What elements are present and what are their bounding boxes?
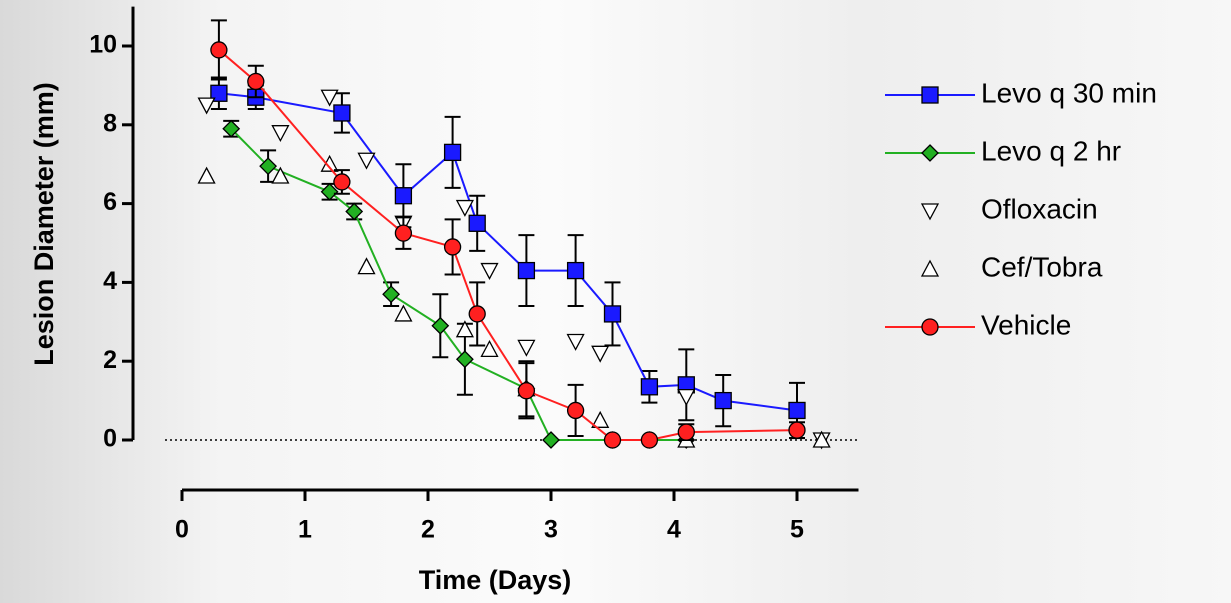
legend-marker xyxy=(922,204,938,219)
data-point xyxy=(445,144,461,160)
data-point xyxy=(457,201,473,216)
data-point xyxy=(395,306,411,321)
y-axis-title: Lesion Diameter (mm) xyxy=(29,82,59,366)
x-axis-title: Time (Days) xyxy=(419,565,572,595)
data-point xyxy=(359,259,375,274)
y-tick-label: 10 xyxy=(89,31,117,59)
data-point xyxy=(272,126,288,141)
data-point xyxy=(383,286,399,302)
data-point xyxy=(322,90,338,105)
data-point xyxy=(518,383,534,399)
data-point xyxy=(678,424,694,440)
legend-label: Vehicle xyxy=(981,309,1071,340)
legend-label: Levo q 2 hr xyxy=(981,135,1121,166)
series xyxy=(199,90,830,448)
legend-marker xyxy=(922,319,938,335)
x-tick-label: 4 xyxy=(667,516,681,544)
series-line xyxy=(219,50,797,440)
data-point xyxy=(272,168,288,183)
data-point xyxy=(334,174,350,190)
y-tick-label: 2 xyxy=(103,346,117,374)
data-point xyxy=(518,263,534,279)
data-point xyxy=(592,346,608,361)
legend-label: Cef/Tobra xyxy=(981,251,1103,282)
data-point xyxy=(199,168,215,183)
x-tick-label: 1 xyxy=(298,516,312,544)
data-point xyxy=(199,98,215,113)
data-point xyxy=(789,402,805,418)
series-line xyxy=(231,129,686,440)
data-point xyxy=(395,188,411,204)
data-point xyxy=(678,390,694,405)
data-point xyxy=(568,402,584,418)
data-point xyxy=(789,422,805,438)
data-point xyxy=(469,306,485,322)
series xyxy=(199,156,830,447)
data-point xyxy=(568,263,584,279)
legend-marker xyxy=(922,87,938,103)
data-point xyxy=(457,351,473,367)
legend-label: Ofloxacin xyxy=(981,193,1098,224)
y-tick-label: 6 xyxy=(103,188,117,216)
x-tick-label: 3 xyxy=(544,516,558,544)
data-point xyxy=(469,215,485,231)
y-tick-label: 8 xyxy=(103,109,117,137)
legend-marker xyxy=(922,261,938,276)
x-tick-label: 2 xyxy=(421,516,435,544)
data-point xyxy=(395,225,411,241)
data-point xyxy=(641,432,657,448)
data-point xyxy=(432,318,448,334)
legend-marker xyxy=(922,145,938,161)
data-point xyxy=(605,432,621,448)
data-point xyxy=(641,379,657,395)
series xyxy=(211,20,805,448)
y-tick-label: 0 xyxy=(103,425,117,453)
data-point xyxy=(482,264,498,279)
data-point xyxy=(445,239,461,255)
data-point xyxy=(359,153,375,168)
x-tick-label: 5 xyxy=(790,516,804,544)
chart: Time (Days) Lesion Diameter (mm) 0246810… xyxy=(0,0,1231,603)
x-tick-label: 0 xyxy=(175,516,189,544)
data-point xyxy=(715,393,731,409)
data-point xyxy=(605,306,621,322)
data-point xyxy=(248,73,264,89)
legend-label: Levo q 30 min xyxy=(981,77,1157,108)
data-point xyxy=(334,105,350,121)
data-point xyxy=(518,340,534,355)
data-point xyxy=(568,335,584,350)
data-point xyxy=(543,432,559,448)
data-point xyxy=(211,42,227,58)
y-tick-label: 4 xyxy=(103,267,117,295)
